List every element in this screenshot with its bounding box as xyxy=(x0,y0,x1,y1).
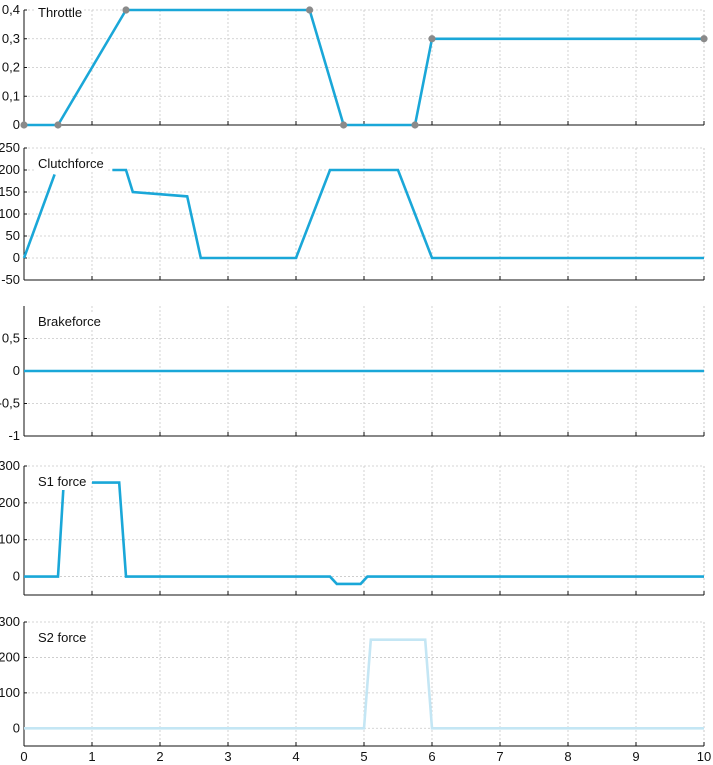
panel-0-y-tick-label: 0,4 xyxy=(2,2,20,17)
panel-1-series-line xyxy=(112,168,704,260)
panel-0-y-tick-label: 0,3 xyxy=(2,31,20,46)
panel-0-point xyxy=(428,35,436,43)
panel-0-point xyxy=(54,121,62,129)
panel-2-y-tick-label: 0 xyxy=(13,363,20,378)
x-tick-label: 2 xyxy=(156,749,163,764)
panel-3-y-tick-label: 100 xyxy=(0,532,20,547)
panel-0-y-tick-label: 0,2 xyxy=(2,60,20,75)
x-tick-label: 1 xyxy=(88,749,95,764)
panel-1-y-tick-label: 50 xyxy=(6,228,20,243)
panel-2-y-tick-label: -1 xyxy=(8,428,20,443)
panel-0-series-line xyxy=(24,8,704,127)
panel-1-y-tick-label: 200 xyxy=(0,162,20,177)
panel-3-y-tick-label: 300 xyxy=(0,458,20,473)
panel-2-y-tick-label: 0,5 xyxy=(2,331,20,346)
x-tick-label: 7 xyxy=(496,749,503,764)
panel-4-y-tick-label: 300 xyxy=(0,614,20,629)
panel-1-y-tick-label: 100 xyxy=(0,206,20,221)
x-tick-label: 5 xyxy=(360,749,367,764)
x-tick-label: 9 xyxy=(632,749,639,764)
panel-1-y-tick-label: 0 xyxy=(13,250,20,265)
panel-0-y-tick-label: 0 xyxy=(13,117,20,132)
panel-1-y-tick-label: 250 xyxy=(0,140,20,155)
panel-3-title: S1 force xyxy=(38,474,86,489)
panel-1-title: Clutchforce xyxy=(38,156,104,171)
panel-4-title-backdrop xyxy=(36,629,89,646)
panel-4-y-tick-label: 200 xyxy=(0,649,20,664)
panel-4-y-tick-label: 0 xyxy=(13,720,20,735)
x-tick-label: 6 xyxy=(428,749,435,764)
panel-0-point xyxy=(20,121,28,129)
x-tick-label: 3 xyxy=(224,749,231,764)
panel-0-y-tick-label: 0,1 xyxy=(2,88,20,103)
panel-2-title-backdrop xyxy=(36,313,103,330)
x-tick-label: 4 xyxy=(292,749,299,764)
panel-3-series-line xyxy=(92,481,704,586)
panel-4-title: S2 force xyxy=(38,630,86,645)
panel-0-point xyxy=(411,121,419,129)
panel-3-y-tick-label: 200 xyxy=(0,495,20,510)
panel-1-series-line xyxy=(22,173,56,259)
panel-4-y-tick-label: 100 xyxy=(0,685,20,700)
panel-3-series-line xyxy=(24,488,65,578)
panel-0-point xyxy=(340,121,348,129)
panel-2-title: Brakeforce xyxy=(38,314,101,329)
panel-3-y-tick-label: 0 xyxy=(13,569,20,584)
panel-0-point xyxy=(306,6,314,14)
panel-1-y-tick-label: -50 xyxy=(1,272,20,287)
panel-1-title-backdrop xyxy=(36,155,106,172)
panel-1-y-tick-label: 150 xyxy=(0,184,20,199)
x-tick-label: 8 xyxy=(564,749,571,764)
panel-0-title: Throttle xyxy=(38,5,82,20)
panel-0-point xyxy=(700,35,708,43)
panel-4-series-line xyxy=(24,638,704,730)
x-tick-label: 10 xyxy=(697,749,711,764)
panel-2-y-tick-label: -0,5 xyxy=(0,396,20,411)
x-tick-label: 0 xyxy=(20,749,27,764)
panel-0-title-backdrop xyxy=(36,4,85,21)
panel-3-title-backdrop xyxy=(36,473,89,490)
panel-0-point xyxy=(122,6,130,14)
